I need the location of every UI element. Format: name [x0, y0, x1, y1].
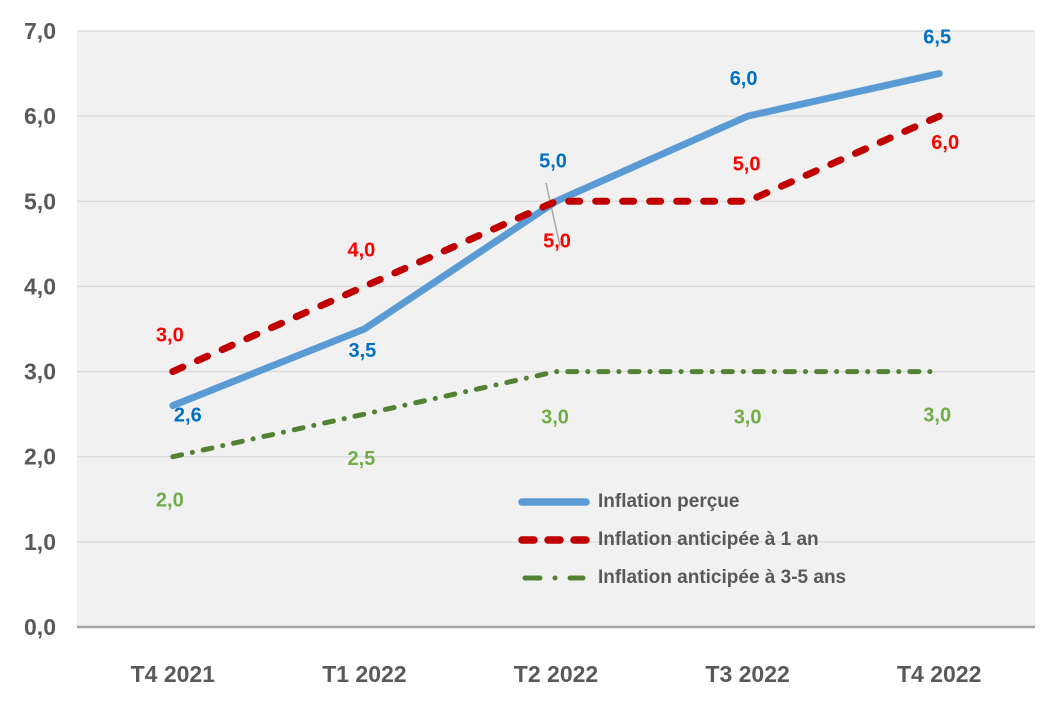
data-label: 3,0 [541, 407, 569, 429]
legend-dashed-line-icon [518, 536, 590, 544]
x-tick-label: T3 2022 [705, 661, 789, 687]
y-tick-label: 3,0 [24, 359, 56, 385]
data-label: 3,0 [734, 407, 762, 429]
data-label: 3,0 [156, 325, 184, 347]
data-label: 5,0 [733, 153, 761, 175]
legend-item-inflation-anticipee-1an: Inflation anticipée à 1 an [517, 521, 846, 559]
series-line-1 [169, 112, 943, 376]
chart-legend: Inflation perçue Inflation anticipée à 1… [517, 483, 846, 597]
leader-line [545, 182, 561, 247]
data-label: 4,0 [347, 239, 375, 261]
y-tick-label: 2,0 [24, 444, 56, 470]
plot-area [77, 31, 1035, 627]
y-tick-label: 7,0 [24, 18, 56, 44]
data-label: 2,6 [174, 405, 202, 427]
y-tick-label: 4,0 [24, 273, 56, 299]
data-label: 6,0 [931, 132, 959, 154]
data-label: 3,5 [348, 340, 376, 362]
y-tick-label: 6,0 [24, 103, 56, 129]
legend-item-inflation-percue: Inflation perçue [517, 483, 846, 521]
y-tick-label: 5,0 [24, 188, 56, 214]
data-label: 3,0 [923, 405, 951, 427]
x-tick-label: T4 2022 [897, 661, 981, 687]
legend-dashdot-line-icon [522, 575, 586, 581]
data-label: 5,0 [539, 150, 567, 172]
legend-label: Inflation perçue [598, 491, 740, 512]
data-label: 5,0 [543, 230, 571, 252]
data-label: 2,5 [347, 448, 375, 470]
series-line-2 [170, 369, 942, 460]
data-label: 2,0 [156, 490, 184, 512]
legend-item-inflation-anticipee-3-5ans: Inflation anticipée à 3-5 ans [517, 559, 846, 597]
x-tick-label: T1 2022 [322, 661, 406, 687]
x-tick-label: T2 2022 [514, 661, 598, 687]
data-label: 6,5 [923, 27, 951, 49]
data-label: 6,0 [730, 68, 758, 90]
legend-label: Inflation anticipée à 3-5 ans [598, 567, 847, 588]
y-tick-label: 1,0 [24, 529, 56, 555]
legend-label: Inflation anticipée à 1 an [598, 529, 819, 550]
y-tick-label: 0,0 [24, 614, 56, 640]
x-tick-label: T4 2021 [131, 661, 216, 687]
legend-solid-line-icon [518, 498, 590, 506]
